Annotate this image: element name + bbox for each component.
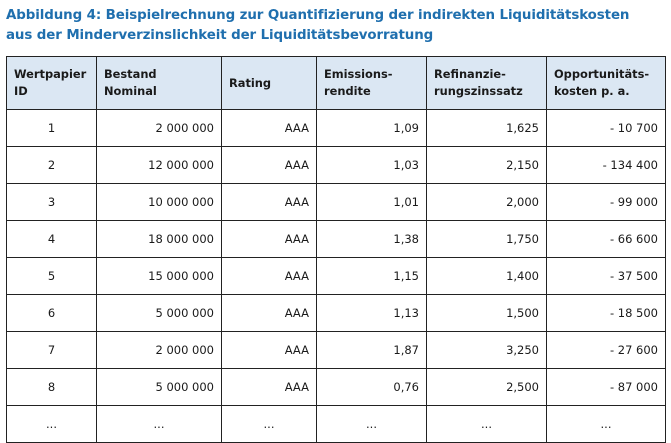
cell-rating: AAA (221, 109, 317, 147)
cell-opportunitaetskosten: - 18 500 (546, 294, 666, 332)
column-header-line: rendite (324, 84, 371, 98)
column-header-line: kosten p. a. (554, 84, 630, 98)
cell-bestand: 2 000 000 (96, 331, 222, 369)
cell-emissionsrendite: 1,13 (316, 294, 427, 332)
cell-id: 1 (6, 109, 97, 147)
cell-opportunitaetskosten: - 87 000 (546, 368, 666, 406)
cell-bestand: 15 000 000 (96, 257, 222, 295)
cell-id: ... (6, 405, 97, 443)
cell-emissionsrendite: 1,87 (316, 331, 427, 369)
cell-rating: AAA (221, 183, 317, 221)
cell-emissionsrendite: 1,09 (316, 109, 427, 147)
cell-rating: AAA (221, 331, 317, 369)
cell-bestand: 5 000 000 (96, 294, 222, 332)
column-header-line: Bestand (104, 67, 157, 81)
cell-refinanzierungszinssatz: 1,750 (426, 220, 547, 258)
title-line-1: Abbildung 4: Beispielrechnung zur Quanti… (6, 8, 630, 23)
cell-refinanzierungszinssatz: 2,500 (426, 368, 547, 406)
cell-id: 2 (6, 146, 97, 184)
cell-rating: AAA (221, 257, 317, 295)
column-header-refinanzierungszinssatz: Refinanzie-rungszinssatz (426, 56, 547, 110)
cell-bestand: 12 000 000 (96, 146, 222, 184)
cell-refinanzierungszinssatz: 2,000 (426, 183, 547, 221)
table-row: 4 18 000 000 AAA 1,38 1,750- 66 600 (6, 220, 666, 258)
cell-refinanzierungszinssatz: 1,400 (426, 257, 547, 295)
column-header-line: Nominal (104, 84, 157, 98)
cell-emissionsrendite: 1,01 (316, 183, 427, 221)
cell-refinanzierungszinssatz: ... (426, 405, 547, 443)
table-row: 3 10 000 000 AAA 1,01 2,000- 99 000 (6, 183, 666, 221)
cell-rating: AAA (221, 220, 317, 258)
cell-bestand: ... (96, 405, 222, 443)
cell-refinanzierungszinssatz: 1,625 (426, 109, 547, 147)
cell-id: 3 (6, 183, 97, 221)
table-header-row: Wertpapier ID Bestand Nominal Rating Emission… (6, 56, 666, 110)
cell-refinanzierungszinssatz: 1,500 (426, 294, 547, 332)
column-header-opportunitaetskosten: Opportunitäts-kosten p. a. (546, 56, 666, 110)
cell-emissionsrendite: 0,76 (316, 368, 427, 406)
column-header-line: Rating (229, 75, 272, 90)
figure-title: Abbildung 4: Beispielrechnung zur Quanti… (6, 6, 668, 46)
table-row: 2 12 000 000 AAA 1,03 2,150- 134 400 (6, 146, 666, 184)
column-header-rating: Rating (221, 56, 317, 110)
cell-emissionsrendite: 1,38 (316, 220, 427, 258)
column-header-bestand-nominal: Bestand Nominal (96, 56, 222, 110)
cell-opportunitaetskosten: - 99 000 (546, 183, 666, 221)
cell-emissionsrendite: 1,15 (316, 257, 427, 295)
cell-id: 6 (6, 294, 97, 332)
cell-opportunitaetskosten: - 66 600 (546, 220, 666, 258)
column-header-line: Opportunitäts- (554, 67, 650, 81)
cell-id: 8 (6, 368, 97, 406)
cell-emissionsrendite: 1,03 (316, 146, 427, 184)
cell-emissionsrendite: ... (316, 405, 427, 443)
column-header-line: Wertpapier (14, 67, 87, 81)
column-header-line: Emissions- (324, 67, 393, 81)
title-line-2: aus der Minderverzinslichkeit der Liquid… (6, 28, 434, 43)
table-row: 5 15 000 000 AAA 1,15 1,400- 37 500 (6, 257, 666, 295)
cell-rating: AAA (221, 294, 317, 332)
column-header-line: rungszinssatz (434, 84, 523, 98)
column-header-line: ID (14, 84, 28, 98)
cell-bestand: 2 000 000 (96, 109, 222, 147)
cell-refinanzierungszinssatz: 2,150 (426, 146, 547, 184)
cell-refinanzierungszinssatz: 3,250 (426, 331, 547, 369)
liquidity-cost-table: Wertpapier ID Bestand Nominal Rating Emission… (6, 56, 666, 443)
cell-bestand: 10 000 000 (96, 183, 222, 221)
cell-opportunitaetskosten: ... (546, 405, 666, 443)
cell-bestand: 18 000 000 (96, 220, 222, 258)
cell-id: 5 (6, 257, 97, 295)
cell-rating: AAA (221, 368, 317, 406)
cell-id: 4 (6, 220, 97, 258)
column-header-wertpapier-id: Wertpapier ID (6, 56, 97, 110)
cell-opportunitaetskosten: - 37 500 (546, 257, 666, 295)
cell-rating: AAA (221, 146, 317, 184)
cell-opportunitaetskosten: - 134 400 (546, 146, 666, 184)
cell-id: 7 (6, 331, 97, 369)
column-header-emissionsrendite: Emissions-rendite (316, 56, 427, 110)
cell-opportunitaetskosten: - 10 700 (546, 109, 666, 147)
cell-bestand: 5 000 000 (96, 368, 222, 406)
cell-rating: ... (221, 405, 317, 443)
column-header-line: Refinanzie- (434, 67, 506, 81)
cell-opportunitaetskosten: - 27 600 (546, 331, 666, 369)
table-row: .................. (6, 405, 666, 443)
